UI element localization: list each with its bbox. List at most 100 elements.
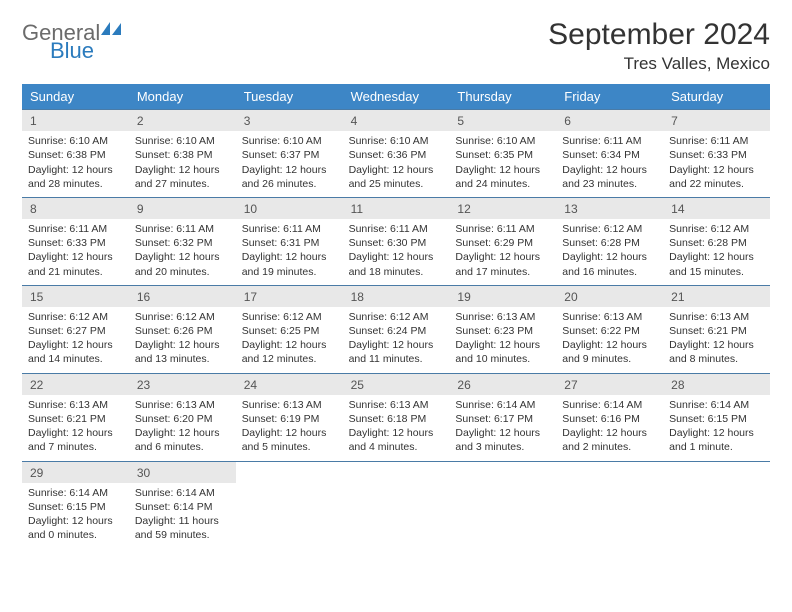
sunrise-text: Sunrise: 6:10 AM — [349, 134, 444, 148]
day-details: Sunrise: 6:14 AMSunset: 6:15 PMDaylight:… — [22, 483, 129, 549]
daylight-text: Daylight: 12 hours and 2 minutes. — [562, 426, 657, 454]
sunset-text: Sunset: 6:18 PM — [349, 412, 444, 426]
weekday-header: Tuesday — [236, 84, 343, 109]
day-details: Sunrise: 6:13 AMSunset: 6:18 PMDaylight:… — [343, 395, 450, 461]
daylight-text: Daylight: 12 hours and 18 minutes. — [349, 250, 444, 278]
day-details: Sunrise: 6:14 AMSunset: 6:14 PMDaylight:… — [129, 483, 236, 549]
calendar-day-cell: 6Sunrise: 6:11 AMSunset: 6:34 PMDaylight… — [556, 110, 663, 197]
weekday-header: Monday — [129, 84, 236, 109]
calendar-day-cell: 17Sunrise: 6:12 AMSunset: 6:25 PMDayligh… — [236, 286, 343, 373]
calendar-day-cell: 16Sunrise: 6:12 AMSunset: 6:26 PMDayligh… — [129, 286, 236, 373]
daylight-text: Daylight: 12 hours and 28 minutes. — [28, 163, 123, 191]
day-number: 30 — [129, 462, 236, 483]
day-number: 21 — [663, 286, 770, 307]
daylight-text: Daylight: 12 hours and 8 minutes. — [669, 338, 764, 366]
calendar-day-cell: 10Sunrise: 6:11 AMSunset: 6:31 PMDayligh… — [236, 198, 343, 285]
calendar-day-cell: 23Sunrise: 6:13 AMSunset: 6:20 PMDayligh… — [129, 374, 236, 461]
day-number: 25 — [343, 374, 450, 395]
day-number: 11 — [343, 198, 450, 219]
sunset-text: Sunset: 6:20 PM — [135, 412, 230, 426]
calendar-day-cell: 20Sunrise: 6:13 AMSunset: 6:22 PMDayligh… — [556, 286, 663, 373]
day-number: 27 — [556, 374, 663, 395]
sunrise-text: Sunrise: 6:14 AM — [28, 486, 123, 500]
calendar-day-cell: 2Sunrise: 6:10 AMSunset: 6:38 PMDaylight… — [129, 110, 236, 197]
day-details: Sunrise: 6:13 AMSunset: 6:21 PMDaylight:… — [663, 307, 770, 373]
calendar-week-row: 29Sunrise: 6:14 AMSunset: 6:15 PMDayligh… — [22, 461, 770, 549]
day-details: Sunrise: 6:12 AMSunset: 6:28 PMDaylight:… — [663, 219, 770, 285]
calendar-empty-cell — [236, 462, 343, 549]
sunrise-text: Sunrise: 6:13 AM — [135, 398, 230, 412]
calendar-day-cell: 21Sunrise: 6:13 AMSunset: 6:21 PMDayligh… — [663, 286, 770, 373]
weekday-header: Saturday — [663, 84, 770, 109]
calendar-day-cell: 13Sunrise: 6:12 AMSunset: 6:28 PMDayligh… — [556, 198, 663, 285]
sunrise-text: Sunrise: 6:13 AM — [455, 310, 550, 324]
day-details: Sunrise: 6:13 AMSunset: 6:23 PMDaylight:… — [449, 307, 556, 373]
logo-sail-icon — [100, 21, 122, 37]
sunrise-text: Sunrise: 6:10 AM — [455, 134, 550, 148]
daylight-text: Daylight: 12 hours and 19 minutes. — [242, 250, 337, 278]
day-details: Sunrise: 6:12 AMSunset: 6:28 PMDaylight:… — [556, 219, 663, 285]
sunset-text: Sunset: 6:21 PM — [669, 324, 764, 338]
daylight-text: Daylight: 12 hours and 7 minutes. — [28, 426, 123, 454]
calendar-header-row: SundayMondayTuesdayWednesdayThursdayFrid… — [22, 84, 770, 109]
sunset-text: Sunset: 6:27 PM — [28, 324, 123, 338]
calendar-empty-cell — [663, 462, 770, 549]
sunrise-text: Sunrise: 6:13 AM — [349, 398, 444, 412]
daylight-text: Daylight: 12 hours and 23 minutes. — [562, 163, 657, 191]
sunset-text: Sunset: 6:32 PM — [135, 236, 230, 250]
sunset-text: Sunset: 6:30 PM — [349, 236, 444, 250]
calendar-day-cell: 5Sunrise: 6:10 AMSunset: 6:35 PMDaylight… — [449, 110, 556, 197]
calendar-day-cell: 1Sunrise: 6:10 AMSunset: 6:38 PMDaylight… — [22, 110, 129, 197]
day-details: Sunrise: 6:12 AMSunset: 6:27 PMDaylight:… — [22, 307, 129, 373]
sunrise-text: Sunrise: 6:11 AM — [562, 134, 657, 148]
sunset-text: Sunset: 6:19 PM — [242, 412, 337, 426]
daylight-text: Daylight: 12 hours and 9 minutes. — [562, 338, 657, 366]
sunrise-text: Sunrise: 6:12 AM — [349, 310, 444, 324]
calendar-week-row: 1Sunrise: 6:10 AMSunset: 6:38 PMDaylight… — [22, 109, 770, 197]
day-number: 20 — [556, 286, 663, 307]
sunset-text: Sunset: 6:37 PM — [242, 148, 337, 162]
calendar-day-cell: 7Sunrise: 6:11 AMSunset: 6:33 PMDaylight… — [663, 110, 770, 197]
day-details: Sunrise: 6:11 AMSunset: 6:29 PMDaylight:… — [449, 219, 556, 285]
calendar-empty-cell — [449, 462, 556, 549]
daylight-text: Daylight: 12 hours and 26 minutes. — [242, 163, 337, 191]
day-details: Sunrise: 6:10 AMSunset: 6:35 PMDaylight:… — [449, 131, 556, 197]
day-details: Sunrise: 6:14 AMSunset: 6:17 PMDaylight:… — [449, 395, 556, 461]
day-number: 12 — [449, 198, 556, 219]
daylight-text: Daylight: 12 hours and 3 minutes. — [455, 426, 550, 454]
sunrise-text: Sunrise: 6:11 AM — [455, 222, 550, 236]
day-details: Sunrise: 6:13 AMSunset: 6:20 PMDaylight:… — [129, 395, 236, 461]
day-number: 17 — [236, 286, 343, 307]
sunset-text: Sunset: 6:33 PM — [28, 236, 123, 250]
calendar-page: General Blue September 2024 Tres Valles,… — [0, 0, 792, 566]
day-details: Sunrise: 6:13 AMSunset: 6:21 PMDaylight:… — [22, 395, 129, 461]
daylight-text: Daylight: 12 hours and 27 minutes. — [135, 163, 230, 191]
sunrise-text: Sunrise: 6:14 AM — [562, 398, 657, 412]
sunset-text: Sunset: 6:16 PM — [562, 412, 657, 426]
weekday-header: Sunday — [22, 84, 129, 109]
daylight-text: Daylight: 12 hours and 4 minutes. — [349, 426, 444, 454]
day-details: Sunrise: 6:11 AMSunset: 6:33 PMDaylight:… — [22, 219, 129, 285]
daylight-text: Daylight: 12 hours and 21 minutes. — [28, 250, 123, 278]
day-number: 2 — [129, 110, 236, 131]
day-number: 16 — [129, 286, 236, 307]
day-number: 6 — [556, 110, 663, 131]
sunrise-text: Sunrise: 6:12 AM — [135, 310, 230, 324]
sunset-text: Sunset: 6:38 PM — [28, 148, 123, 162]
calendar-day-cell: 9Sunrise: 6:11 AMSunset: 6:32 PMDaylight… — [129, 198, 236, 285]
sunset-text: Sunset: 6:21 PM — [28, 412, 123, 426]
sunrise-text: Sunrise: 6:13 AM — [28, 398, 123, 412]
calendar-day-cell: 25Sunrise: 6:13 AMSunset: 6:18 PMDayligh… — [343, 374, 450, 461]
day-number: 7 — [663, 110, 770, 131]
day-number: 24 — [236, 374, 343, 395]
sunrise-text: Sunrise: 6:10 AM — [242, 134, 337, 148]
sunrise-text: Sunrise: 6:14 AM — [455, 398, 550, 412]
calendar-day-cell: 30Sunrise: 6:14 AMSunset: 6:14 PMDayligh… — [129, 462, 236, 549]
sunrise-text: Sunrise: 6:12 AM — [669, 222, 764, 236]
month-title: September 2024 — [548, 18, 770, 52]
daylight-text: Daylight: 12 hours and 14 minutes. — [28, 338, 123, 366]
daylight-text: Daylight: 12 hours and 20 minutes. — [135, 250, 230, 278]
sunrise-text: Sunrise: 6:10 AM — [135, 134, 230, 148]
calendar-day-cell: 28Sunrise: 6:14 AMSunset: 6:15 PMDayligh… — [663, 374, 770, 461]
daylight-text: Daylight: 12 hours and 6 minutes. — [135, 426, 230, 454]
